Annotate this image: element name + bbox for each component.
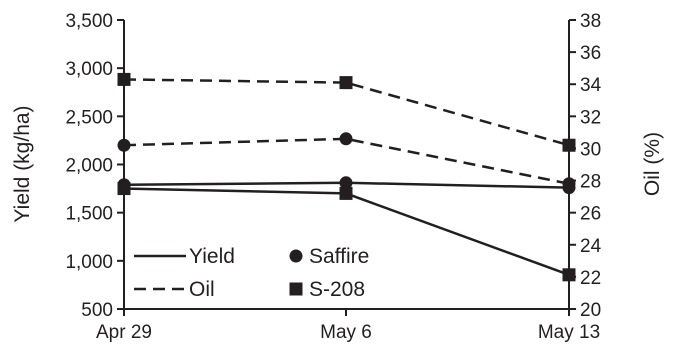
series-markers (117, 72, 576, 282)
legend-oil-label: Oil (189, 278, 215, 301)
y-tick-label: 3,000 (65, 59, 113, 80)
ticks: 500 1,000 1,500 2,000 2,500 3,000 3,500 20 22 24 2… (65, 11, 601, 343)
saffire-oil-point (339, 132, 353, 146)
s-208-oil-point (562, 138, 576, 152)
legend-yield-label: Yield (189, 245, 235, 268)
y2-tick-label: 26 (580, 204, 601, 225)
saffire-yield-point (339, 176, 353, 190)
y2-tick-label: 34 (580, 75, 602, 96)
legend-s208-label: S-208 (309, 278, 365, 301)
y2-tick-label: 22 (580, 268, 601, 289)
legend-saffire-label: Saffire (309, 245, 369, 268)
y2-tick-label: 38 (580, 11, 601, 32)
s-208-yield-point (562, 268, 576, 282)
legend-s208-marker (289, 282, 303, 296)
saffire-oil-point (562, 177, 576, 191)
y-tick-label: 2,500 (65, 107, 113, 128)
legend-saffire-marker (289, 249, 303, 263)
x-tick-label: May 13 (538, 322, 600, 343)
x-tick-label: May 6 (320, 322, 372, 343)
y-tick-label: 1,000 (65, 252, 113, 273)
s-208-oil-point (117, 72, 131, 86)
y-tick-label: 3,500 (65, 11, 113, 32)
y-tick-label: 1,500 (65, 204, 113, 225)
y2-tick-label: 32 (580, 107, 601, 128)
s-208-oil-point (339, 76, 353, 90)
y-tick-label: 2,000 (65, 156, 113, 177)
s-208-yield-point (117, 182, 131, 196)
y-axis-title: Yield (kg/ha) (11, 105, 34, 222)
x-tick-label: Apr 29 (96, 322, 152, 343)
legend: Yield Oil Saffire S-208 (134, 245, 369, 301)
y2-tick-label: 20 (580, 300, 601, 321)
y2-tick-label: 30 (580, 139, 601, 160)
y-tick-label: 500 (81, 300, 113, 321)
y2-axis-title: Oil (%) (641, 132, 664, 196)
saffire-oil-point (117, 138, 131, 152)
y2-tick-label: 28 (580, 172, 601, 193)
y2-tick-label: 36 (580, 43, 601, 64)
y2-tick-label: 24 (580, 236, 602, 257)
s-208-yield-point (339, 186, 353, 200)
